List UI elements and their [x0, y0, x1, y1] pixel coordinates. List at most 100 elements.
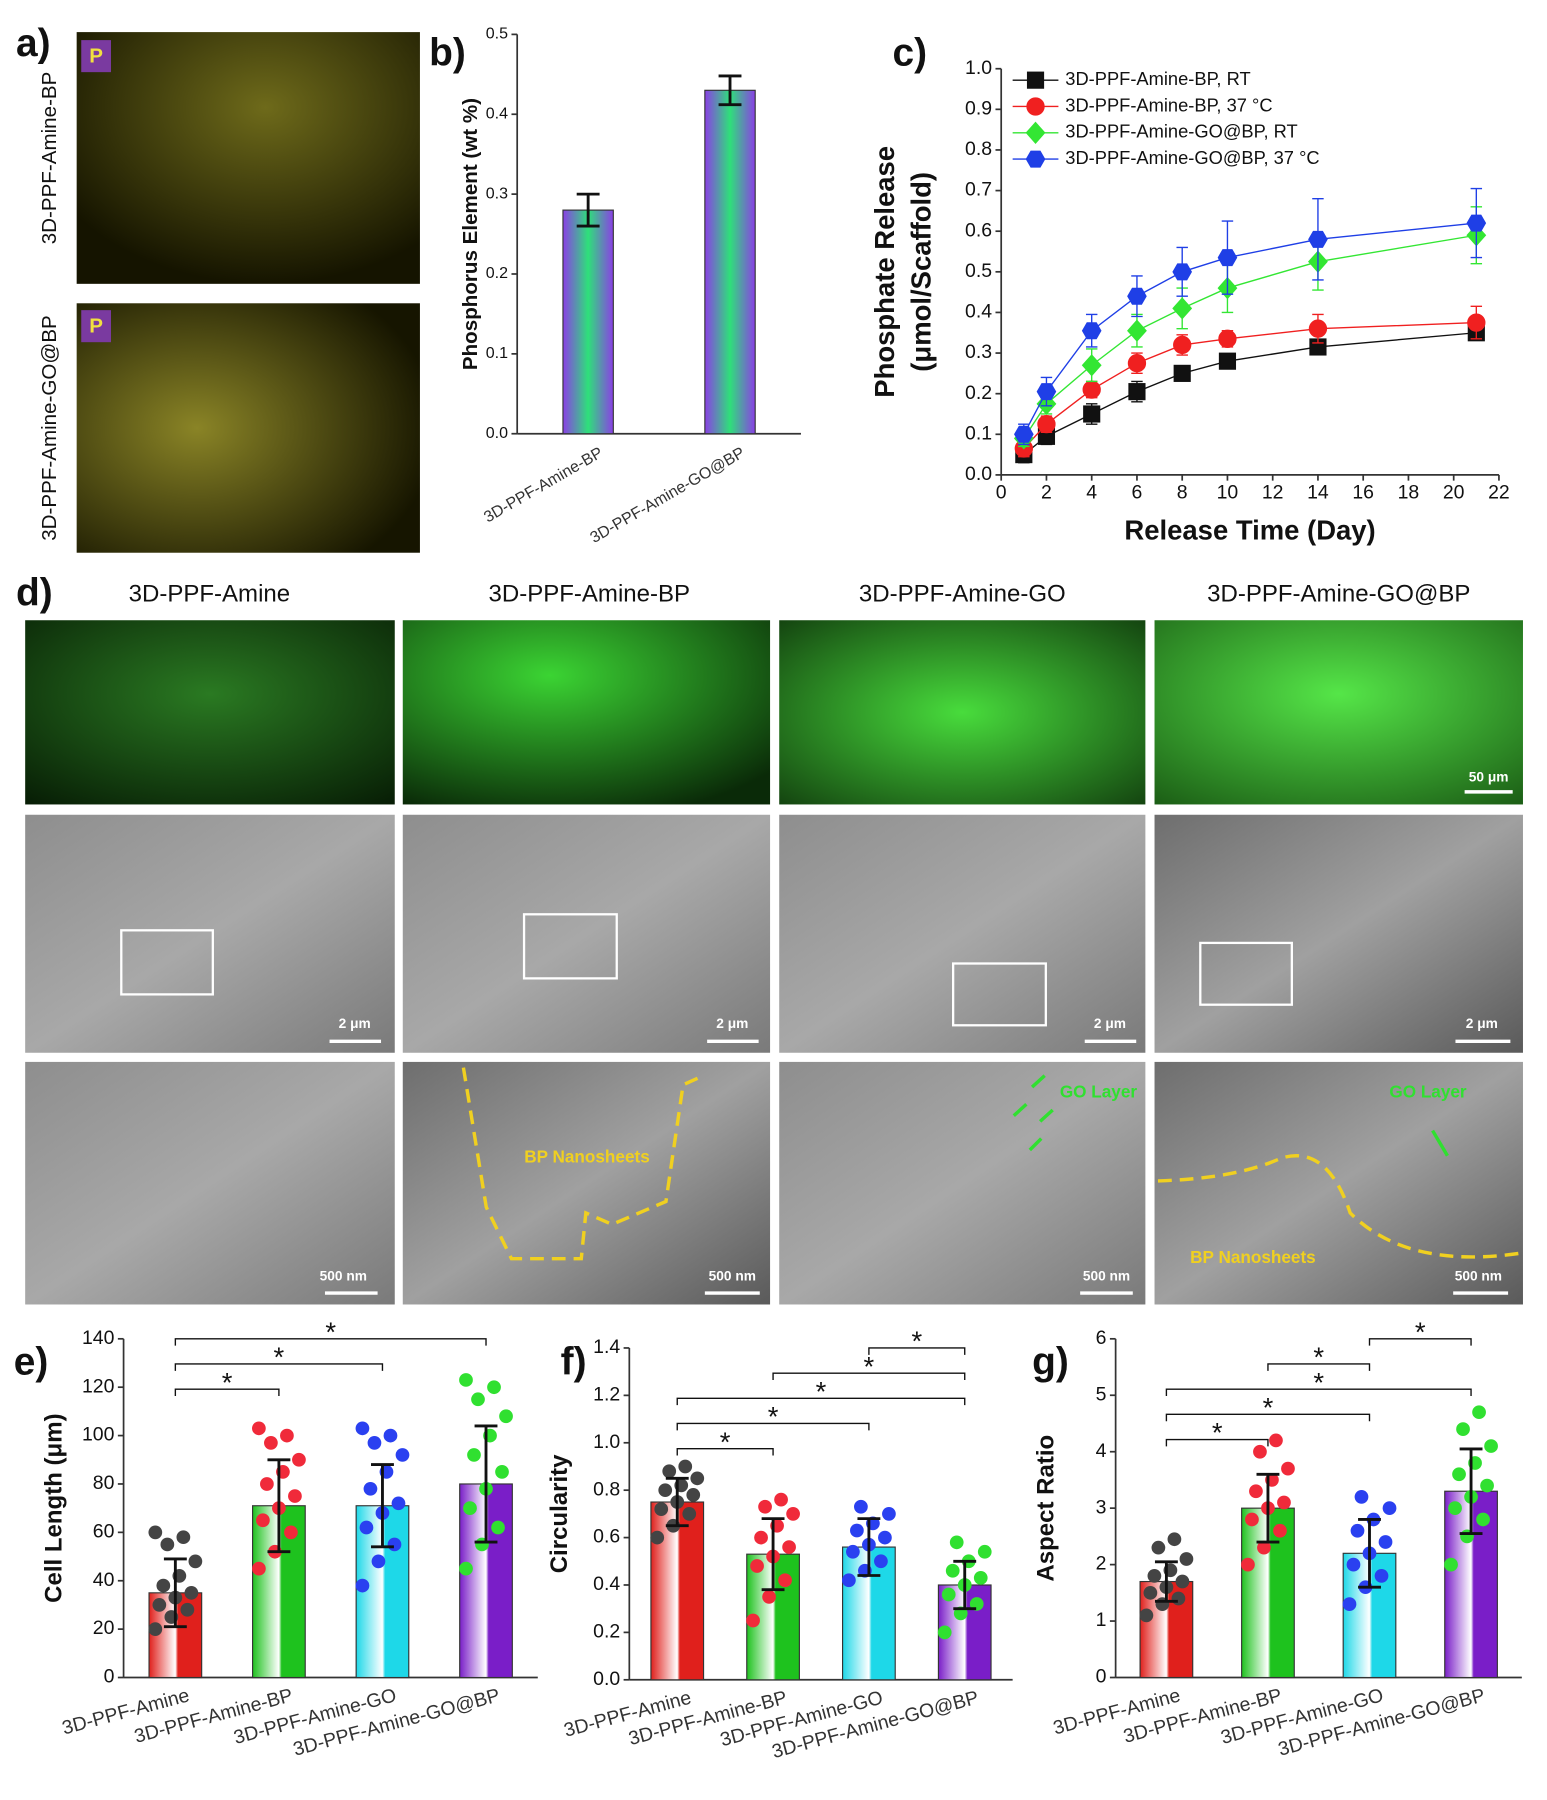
x-tick-label: 12 — [1262, 481, 1284, 503]
data-point — [1167, 1532, 1182, 1547]
significance-label: * — [1313, 1342, 1324, 1373]
y-tick-label: 0.5 — [486, 26, 508, 43]
panel-label: c) — [892, 31, 927, 74]
x-tick-label: 0 — [996, 481, 1007, 503]
data-point — [371, 1554, 386, 1569]
bar — [704, 89, 756, 435]
significance-bracket — [174, 1388, 280, 1397]
panel-label: b) — [429, 31, 466, 74]
data-point — [973, 1571, 988, 1585]
marker — [1128, 383, 1146, 401]
scale-label: 2 μm — [339, 1016, 371, 1031]
data-point — [941, 1587, 956, 1602]
marker — [1127, 287, 1147, 305]
significance-bracket — [174, 1363, 384, 1371]
x-tick-label: 4 — [1086, 481, 1097, 503]
data-point — [1151, 1540, 1166, 1555]
sem-zoom-image — [402, 1061, 771, 1305]
data-point — [1171, 1591, 1186, 1606]
sem-image — [402, 814, 771, 1053]
error-bar — [576, 192, 600, 228]
sem-image — [25, 814, 395, 1053]
data-point — [1484, 1439, 1498, 1453]
panel-label: g) — [1032, 1340, 1069, 1383]
data-point — [1257, 1540, 1271, 1555]
data-point — [1382, 1501, 1397, 1516]
error-bar — [718, 74, 742, 107]
x-tick-label: 16 — [1352, 481, 1374, 503]
y-tick-label: 0.4 — [593, 1573, 620, 1595]
data-point — [491, 1520, 505, 1535]
data-point — [152, 1598, 167, 1612]
error-bar — [1256, 1472, 1280, 1544]
badge — [81, 310, 111, 343]
error-bar — [857, 1517, 881, 1577]
scale-label: 500 nm — [1083, 1269, 1130, 1284]
fluorescence-image — [779, 620, 1146, 805]
y-tick-label: 40 — [93, 1569, 115, 1591]
data-point — [467, 1448, 481, 1462]
y-tick-label: 4 — [1096, 1440, 1107, 1462]
significance-bracket — [1267, 1363, 1371, 1371]
significance-label: * — [816, 1376, 827, 1407]
x-axis-label: Release Time (Day) — [1124, 514, 1375, 545]
y-axis-label: Circularity — [546, 1454, 573, 1573]
marker — [1081, 322, 1102, 340]
y-tick-label: 0.3 — [486, 185, 508, 202]
legend-marker — [1025, 150, 1046, 168]
data-point — [252, 1421, 266, 1436]
y-tick-label: 0.9 — [965, 97, 992, 119]
annotation: GO Layer — [1060, 1081, 1138, 1101]
fluorescence-image — [402, 620, 771, 805]
data-point — [180, 1602, 195, 1617]
data-point — [1175, 1574, 1190, 1589]
panel-label: e) — [14, 1340, 49, 1383]
data-point — [750, 1559, 764, 1573]
column-header: 3D-PPF-Amine — [129, 580, 290, 607]
scale-label: 500 nm — [320, 1269, 367, 1284]
data-point — [1476, 1512, 1490, 1527]
significance-bracket — [868, 1347, 966, 1355]
marker — [1218, 352, 1237, 370]
y-axis-label: Phosphorus Element (wt %) — [459, 98, 482, 370]
data-point — [463, 1501, 477, 1516]
data-point — [391, 1496, 406, 1511]
panel-label: d) — [16, 571, 53, 614]
scale-label: 500 nm — [709, 1269, 756, 1284]
data-point — [252, 1561, 266, 1576]
y-tick-label: 0.4 — [486, 105, 508, 122]
marker — [1466, 214, 1487, 232]
data-point — [292, 1452, 306, 1467]
column-header: 3D-PPF-Amine-BP — [489, 580, 691, 607]
significance-bracket — [1165, 1438, 1269, 1447]
data-point — [184, 1585, 199, 1600]
error-bar — [665, 1476, 689, 1528]
data-point — [367, 1435, 382, 1450]
data-point — [1480, 1478, 1494, 1493]
significance-bracket — [174, 1338, 487, 1346]
eds-map — [76, 32, 420, 284]
x-tick-label: 10 — [1217, 481, 1239, 503]
data-point — [1452, 1467, 1466, 1482]
line — [1023, 321, 1477, 449]
data-point — [355, 1421, 370, 1436]
zoom-box — [522, 913, 618, 980]
sem-zoom-image — [1154, 1061, 1523, 1305]
x-tick-label: 20 — [1443, 481, 1465, 503]
legend-marker — [1026, 97, 1045, 116]
eds-map — [76, 303, 420, 553]
y-tick-label: 2 — [1096, 1553, 1107, 1575]
data-point — [854, 1499, 868, 1514]
data-point — [284, 1525, 298, 1540]
annotation: GO Layer — [1389, 1081, 1467, 1101]
data-point — [686, 1488, 701, 1502]
y-tick-label: 0.5 — [965, 260, 992, 282]
marker — [1127, 354, 1147, 373]
marker — [1218, 329, 1237, 348]
data-point — [1253, 1444, 1267, 1459]
data-point — [850, 1523, 864, 1538]
data-point — [459, 1561, 473, 1576]
data-point — [937, 1625, 952, 1640]
data-point — [160, 1537, 175, 1552]
